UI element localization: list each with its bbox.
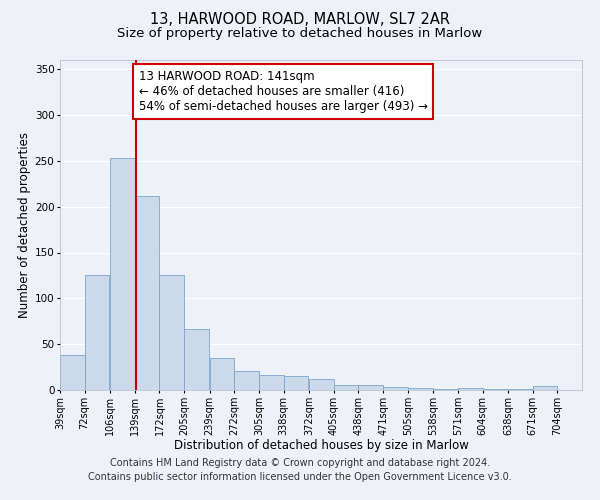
Text: 13 HARWOOD ROAD: 141sqm
← 46% of detached houses are smaller (416)
54% of semi-d: 13 HARWOOD ROAD: 141sqm ← 46% of detache… xyxy=(139,70,428,113)
Text: Contains public sector information licensed under the Open Government Licence v3: Contains public sector information licen… xyxy=(88,472,512,482)
Text: Contains HM Land Registry data © Crown copyright and database right 2024.: Contains HM Land Registry data © Crown c… xyxy=(110,458,490,468)
Bar xyxy=(309,379,334,390)
Bar xyxy=(160,276,184,390)
Bar xyxy=(209,358,234,390)
Bar xyxy=(234,371,259,390)
Text: 13, HARWOOD ROAD, MARLOW, SL7 2AR: 13, HARWOOD ROAD, MARLOW, SL7 2AR xyxy=(150,12,450,28)
Bar xyxy=(184,328,209,390)
Bar xyxy=(60,355,85,390)
Y-axis label: Number of detached properties: Number of detached properties xyxy=(17,132,31,318)
Bar xyxy=(358,386,383,390)
Bar xyxy=(508,389,533,390)
Bar xyxy=(284,376,308,390)
Text: Size of property relative to detached houses in Marlow: Size of property relative to detached ho… xyxy=(118,28,482,40)
Bar xyxy=(458,388,482,390)
Bar xyxy=(135,196,160,390)
Bar xyxy=(533,386,557,390)
Bar xyxy=(259,376,284,390)
Bar xyxy=(482,389,507,390)
Bar xyxy=(334,386,358,390)
Bar xyxy=(383,387,408,390)
Bar xyxy=(85,276,109,390)
Bar xyxy=(110,158,135,390)
X-axis label: Distribution of detached houses by size in Marlow: Distribution of detached houses by size … xyxy=(173,439,469,452)
Bar xyxy=(409,388,433,390)
Bar xyxy=(433,389,458,390)
